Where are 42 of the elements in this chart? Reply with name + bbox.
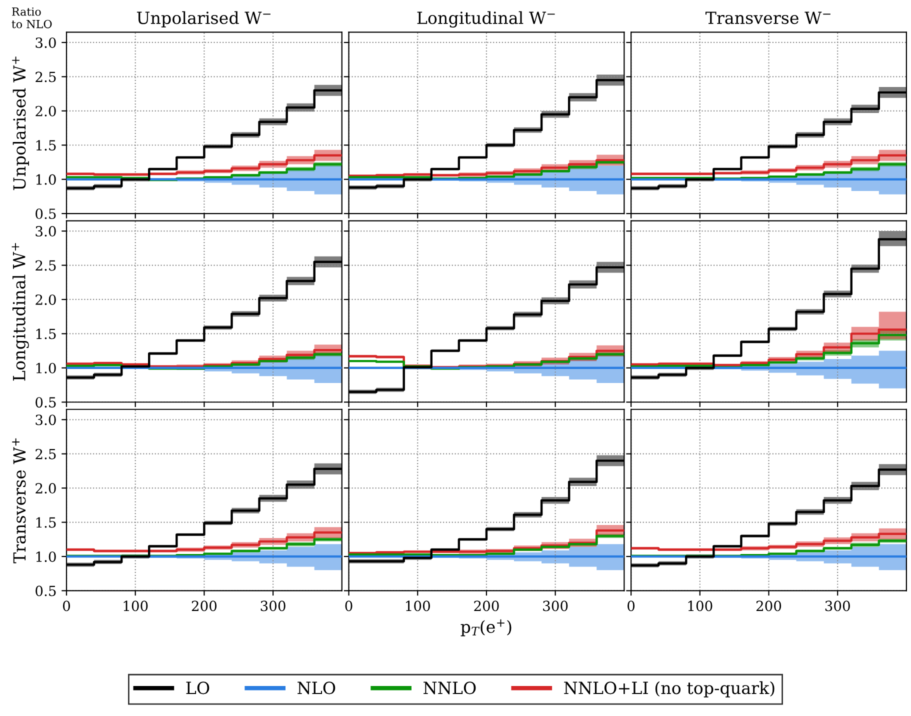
x-tick-label: 100 <box>124 600 148 612</box>
y-axis-title: Transverse W$^{+}$ <box>12 438 26 564</box>
y-tick-label: 2.0 <box>36 294 56 305</box>
y-tick-label: 2.5 <box>36 260 56 271</box>
x-tick-label: 100 <box>688 600 712 612</box>
y-tick-label: 0.5 <box>36 586 56 596</box>
x-tick-label: 0 <box>628 600 635 612</box>
y-axis-title: Longitudinal W$^{+}$ <box>12 243 29 381</box>
legend-label: LO <box>186 682 210 694</box>
chart-title: Unpolarised W$^{−}$ <box>136 11 270 28</box>
x-tick-label: 200 <box>756 600 782 612</box>
y-tick-label: 2.0 <box>36 483 56 494</box>
x-tick-label: 0 <box>345 600 352 612</box>
x-tick-label: 200 <box>474 600 499 612</box>
text: Ratio to NLO <box>12 7 52 28</box>
x-axis-title: p$_{T}$(e$^{+}$) <box>460 619 512 636</box>
y-tick-label: 1.0 <box>36 551 56 562</box>
legend-label: NLO <box>298 682 336 694</box>
x-tick-label: 300 <box>543 600 568 612</box>
x-tick-label: 200 <box>192 600 217 612</box>
x-tick-label: 100 <box>406 600 430 612</box>
y-tick-label: 0.5 <box>36 208 56 220</box>
y-tick-label: 1.0 <box>36 174 56 185</box>
chart-title: Transverse W$^{−}$ <box>705 12 830 24</box>
y-tick-label: 3.0 <box>36 226 56 237</box>
legend-label: NNLO+LI (no top-quark) <box>564 681 774 698</box>
legend-label: NNLO <box>424 682 476 694</box>
chart-title: Longitudinal W$^{−}$ <box>417 11 555 28</box>
x-tick-label: 0 <box>63 600 70 612</box>
x-tick-label: 300 <box>260 600 286 612</box>
y-tick-label: 1.5 <box>36 517 56 528</box>
y-tick-label: 1.5 <box>36 140 56 151</box>
y-tick-label: 3.0 <box>36 37 56 48</box>
y-axis-title: Unpolarised W$^{+}$ <box>12 56 29 190</box>
y-tick-label: 2.0 <box>36 106 56 116</box>
y-tick-label: 0.5 <box>36 397 56 408</box>
y-tick-label: 1.0 <box>36 362 56 374</box>
y-tick-label: 1.5 <box>36 328 56 340</box>
y-tick-label: 2.5 <box>36 72 56 82</box>
x-tick-label: 300 <box>825 600 850 612</box>
y-tick-label: 2.5 <box>36 448 56 460</box>
y-tick-label: 3.0 <box>36 414 56 426</box>
